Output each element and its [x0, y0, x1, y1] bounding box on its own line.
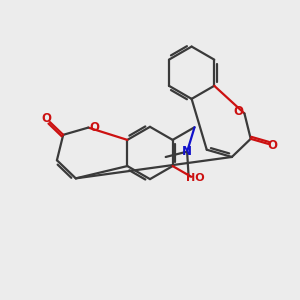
- Text: O: O: [267, 139, 277, 152]
- Text: O: O: [233, 105, 243, 118]
- Text: N: N: [182, 145, 192, 158]
- Text: O: O: [90, 121, 100, 134]
- Text: O: O: [42, 112, 52, 125]
- Text: HO: HO: [186, 173, 205, 183]
